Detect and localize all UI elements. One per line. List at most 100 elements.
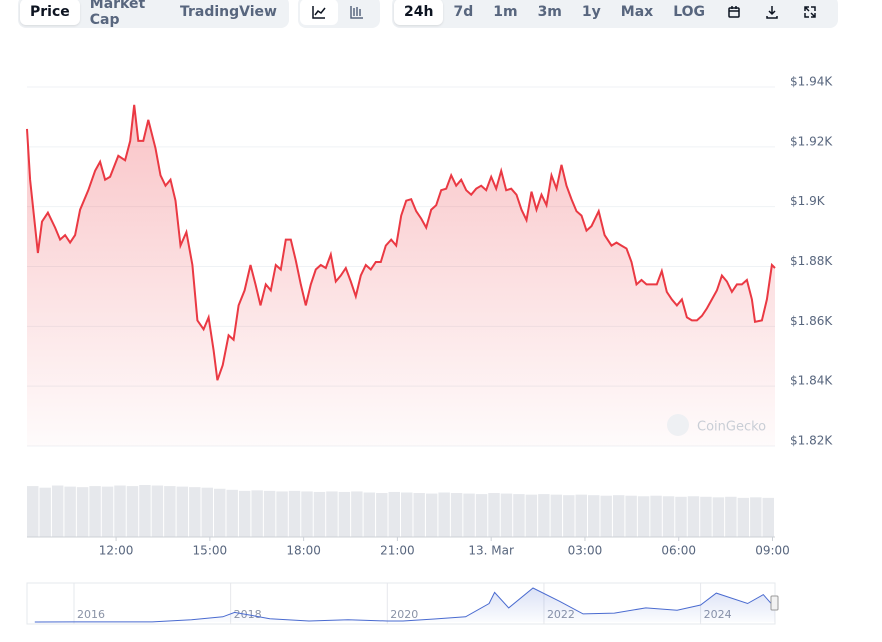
y-tick-label: $1.92K (790, 134, 833, 148)
volume-bar (189, 487, 201, 537)
watermark-text: CoinGecko (697, 420, 766, 435)
volume-bar (750, 497, 762, 537)
volume-bar (600, 495, 612, 537)
volume-bar (338, 491, 351, 537)
volume-bar (625, 495, 637, 537)
watermark: CoinGecko (667, 414, 766, 436)
volume-bar (700, 496, 712, 537)
x-tick-label: 13. Mar (468, 544, 514, 558)
volume-bar (637, 496, 650, 537)
volume-bar (488, 493, 500, 537)
volume-bar (525, 494, 538, 537)
range-button[interactable]: Max (620, 4, 654, 20)
navigator-line (34, 587, 776, 623)
x-tick-label: 09:00 (755, 544, 790, 558)
volume-bar (712, 497, 725, 537)
y-tick-label: $1.86K (790, 314, 833, 328)
range-group: 24h 7d 1m 3m 1y Max LOG (392, 0, 838, 28)
volume-bar (463, 493, 475, 537)
calendar-icon[interactable] (715, 0, 753, 25)
volume-bar (388, 491, 400, 537)
volume-bar (650, 495, 662, 537)
volume-bar (563, 495, 575, 537)
volume-bar (438, 492, 450, 537)
range-button[interactable]: 7d (453, 4, 474, 20)
volume-bar (538, 494, 550, 537)
volume-bar (89, 486, 101, 537)
y-tick-label: $1.94K (790, 75, 833, 89)
volume-bar (662, 496, 675, 537)
volume-bar (313, 491, 326, 537)
range-button[interactable]: 1y (581, 4, 601, 20)
candle-chart-icon[interactable] (338, 0, 376, 25)
download-icon[interactable] (753, 0, 791, 25)
volume-bar (101, 486, 114, 537)
volume-bar (151, 485, 164, 537)
x-tick-label: 03:00 (568, 544, 603, 558)
volume-bar (263, 490, 276, 537)
range-button[interactable]: 3m (537, 4, 562, 20)
navigator-tick-label: 2016 (77, 608, 105, 621)
volume-bar (27, 486, 39, 537)
volume-bar (550, 494, 563, 537)
volume-bar (288, 490, 301, 537)
navigator-handle (770, 595, 779, 611)
range-button[interactable]: LOG (673, 4, 706, 20)
volume-bar (201, 487, 213, 537)
volume-bar (687, 496, 700, 537)
volume-bar (376, 493, 388, 537)
navigator-frame (26, 582, 776, 625)
volume-bar (588, 495, 600, 537)
volume-bar (575, 494, 587, 537)
x-tick-label: 15:00 (193, 544, 228, 558)
volume-bar (413, 493, 425, 537)
range-button[interactable]: 24h (394, 0, 444, 25)
volume-bar (251, 490, 263, 537)
volume-bar (475, 494, 488, 537)
volume-bar (164, 486, 176, 537)
view-button[interactable]: TradingView (180, 4, 277, 20)
y-tick-label: $1.82K (790, 434, 833, 448)
volume-bar (737, 497, 750, 537)
y-tick-label: $1.9K (790, 194, 826, 208)
volume-bar (513, 494, 525, 537)
volume-bar (425, 493, 438, 537)
volume-bar (114, 485, 126, 537)
volume-bar (675, 496, 687, 537)
volume-bar (500, 493, 513, 537)
volume-bar (401, 492, 413, 537)
x-tick-label: 12:00 (99, 544, 134, 558)
line-chart-icon[interactable] (300, 0, 338, 25)
volume-bar (725, 496, 737, 537)
volume-bar (276, 491, 288, 537)
volume-bar (326, 491, 338, 537)
navigator-tick-label: 2018 (234, 608, 262, 621)
volume-bar (762, 497, 774, 537)
volume-bar (176, 486, 189, 537)
view-group: Price Market Cap TradingView (18, 0, 289, 28)
volume-bar (126, 486, 139, 537)
volume-bar (363, 492, 376, 537)
navigator-tick-label: 2022 (547, 608, 575, 621)
view-button[interactable]: Market Cap (89, 0, 146, 28)
volume-bar (226, 489, 238, 537)
area (27, 104, 775, 447)
view-button[interactable]: Price (20, 0, 80, 25)
volume-bar (238, 490, 251, 537)
volume-bar (64, 486, 76, 537)
volume-bar (214, 488, 226, 537)
y-tick-label: $1.84K (790, 374, 833, 388)
range-button[interactable]: 1m (493, 4, 518, 20)
volume-bar (39, 487, 51, 537)
volume-bar (450, 493, 463, 537)
volume-bar (139, 485, 151, 537)
y-tick-label: $1.88K (790, 254, 833, 268)
x-tick-label: 06:00 (661, 544, 696, 558)
fullscreen-icon[interactable] (791, 0, 829, 25)
chart-type-group (298, 0, 380, 28)
navigator-tick-label: 2024 (704, 608, 732, 621)
x-tick-label: 18:00 (286, 544, 321, 558)
price-line (26, 104, 776, 381)
